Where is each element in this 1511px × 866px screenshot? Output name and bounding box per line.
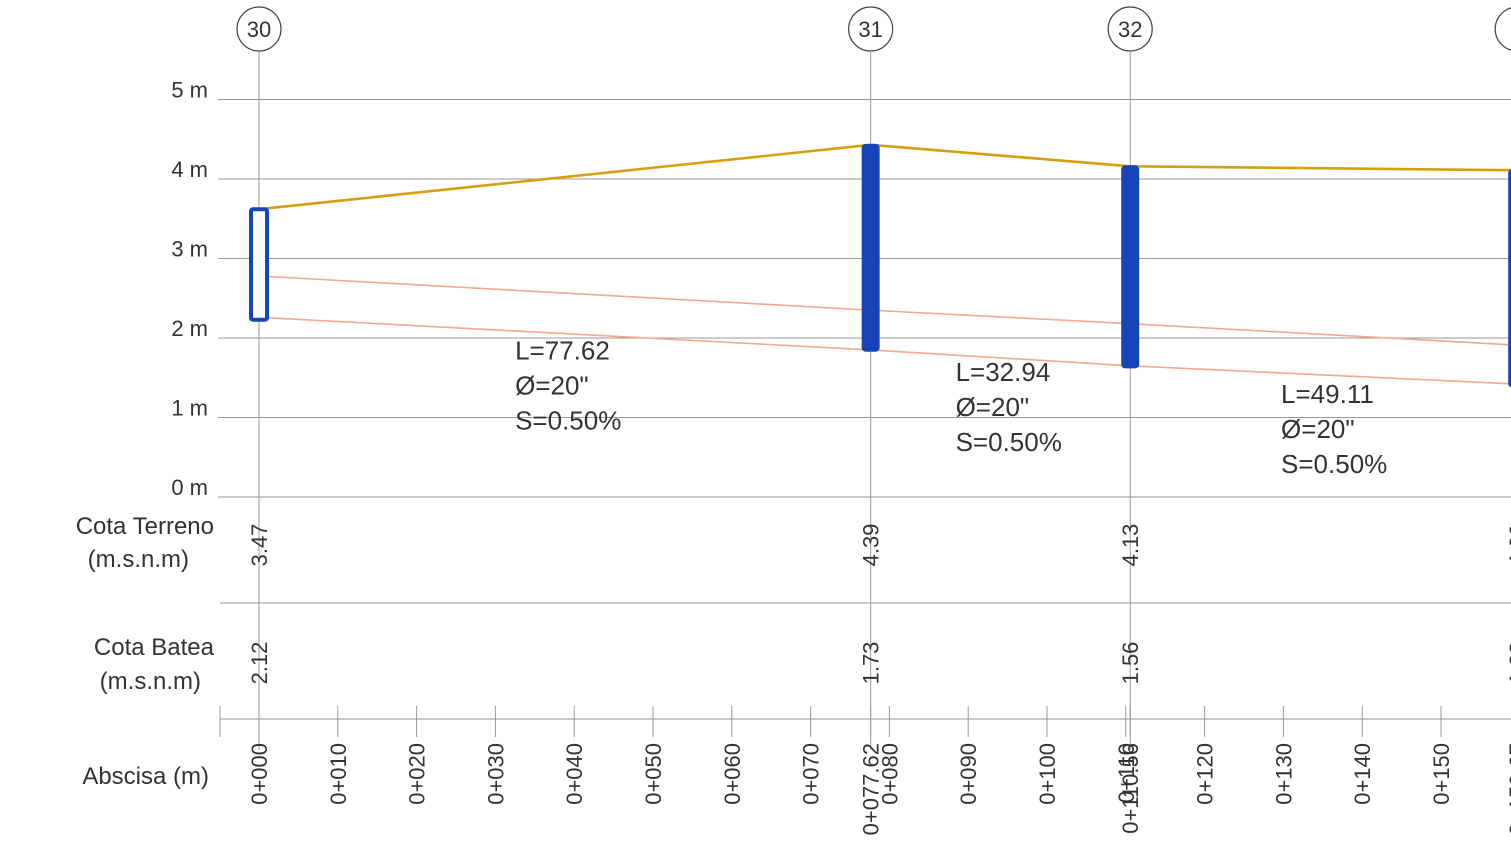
manhole-circle-31: [848, 6, 894, 52]
manhole-id-32: 32: [1118, 17, 1142, 42]
manhole-circle-2: [1494, 7, 1511, 51]
segment-2-label-diameter: Ø=20": [956, 392, 1030, 422]
station-label: 0+000: [247, 743, 272, 805]
table-rows: Cota Terreno (m.s.n.m) Cota Batea (m.s.n…: [76, 513, 215, 790]
row-label-terreno-2: (m.s.n.m): [88, 546, 189, 573]
station-label: 0+070: [799, 743, 824, 805]
station-label: 0+150: [1429, 743, 1454, 805]
station-label: 0+130: [1271, 743, 1296, 805]
station-label: 0+140: [1350, 743, 1375, 805]
manhole-marks: [249, 143, 1511, 388]
segment-3-label-length: L=49.11: [1281, 379, 1374, 409]
y-tick-label: 0 m: [171, 475, 208, 500]
cota-batea-value-2: 1.32: [1505, 642, 1511, 685]
pipe-crown-line: [258, 275, 1511, 346]
y-tick-label: 4 m: [171, 157, 208, 182]
station-label: 0+120: [1193, 743, 1218, 805]
pipe-lines: [258, 275, 1511, 385]
y-tick-label: 1 m: [171, 396, 208, 421]
y-tick-label: 2 m: [171, 316, 208, 341]
y-axis-tick-labels: 0 m 1 m 2 m 3 m 4 m 5 m: [171, 78, 208, 501]
segment-labels: L=77.62 Ø=20" S=0.50% L=32.94 Ø=20" S=0.50% L=…: [515, 335, 1387, 479]
segment-1-label-diameter: Ø=20": [515, 370, 589, 400]
manhole-circle-32: [1107, 6, 1153, 52]
cota-terreno-value-30: 3.47: [247, 524, 272, 567]
row-label-batea-1: Cota Batea: [94, 634, 215, 661]
manhole-id-labels: 3031322: [236, 6, 1511, 52]
cota-batea-value-30: 2.12: [247, 642, 272, 685]
segment-3-label-slope: S=0.50%: [1281, 449, 1387, 479]
y-tick-label: 3 m: [171, 237, 208, 262]
station-label: 0+060: [720, 743, 745, 805]
row-label-terreno-1: Cota Terreno: [76, 513, 214, 540]
terrain-polyline: [258, 143, 1511, 211]
row-label-abscisa: Abscisa (m): [82, 763, 209, 790]
segment-2-label-slope: S=0.50%: [956, 427, 1062, 457]
row-label-batea-2: (m.s.n.m): [100, 668, 201, 695]
terrain-line: [258, 143, 1511, 211]
station-label: 0+110.56: [1118, 743, 1143, 834]
station-label: 0+050: [641, 743, 666, 805]
cota-batea-value-32: 1.56: [1118, 642, 1143, 685]
manhole-circle-30: [236, 6, 282, 52]
station-label: 0+080: [877, 743, 902, 805]
station-label: 0+077.62: [859, 743, 884, 835]
y-tick-label: 5 m: [171, 78, 208, 103]
cota-batea-value-31: 1.73: [859, 642, 884, 685]
station-label: 0+030: [483, 743, 508, 805]
cota-terreno-value-31: 4.39: [859, 524, 884, 567]
cota-terreno-value-32: 4.13: [1118, 524, 1143, 567]
station-label: 0+010: [326, 743, 351, 805]
station-label: 0+090: [956, 743, 981, 805]
manhole-31: [861, 143, 880, 352]
station-label: 0+110: [1114, 743, 1139, 803]
station-label: 0+159.67: [1505, 743, 1511, 835]
station-label: 0+100: [1035, 743, 1060, 805]
manhole-30: [249, 207, 269, 322]
manhole-id-31: 31: [858, 17, 882, 42]
station-label: 0+020: [405, 743, 430, 805]
pipe-invert-line: [258, 316, 1511, 385]
station-label: 0+040: [562, 743, 587, 805]
cota-terreno-value-2: 4.09: [1505, 524, 1511, 567]
manhole-32: [1121, 165, 1140, 369]
segment-1-label-slope: S=0.50%: [515, 405, 621, 435]
segment-3-label-diameter: Ø=20": [1281, 414, 1355, 444]
row-values: 3.47 2.12 4.39 1.73 4.13 1.56 4.09 1.32: [247, 524, 1511, 685]
segment-1-label-length: L=77.62: [515, 335, 610, 365]
manhole-id-30: 30: [247, 17, 271, 42]
station-ticks: 0+000 0+010 0+020 0+030 0+040 0+050 0+060 0+070…: [247, 706, 1511, 835]
segment-2-label-length: L=32.94: [956, 357, 1051, 387]
